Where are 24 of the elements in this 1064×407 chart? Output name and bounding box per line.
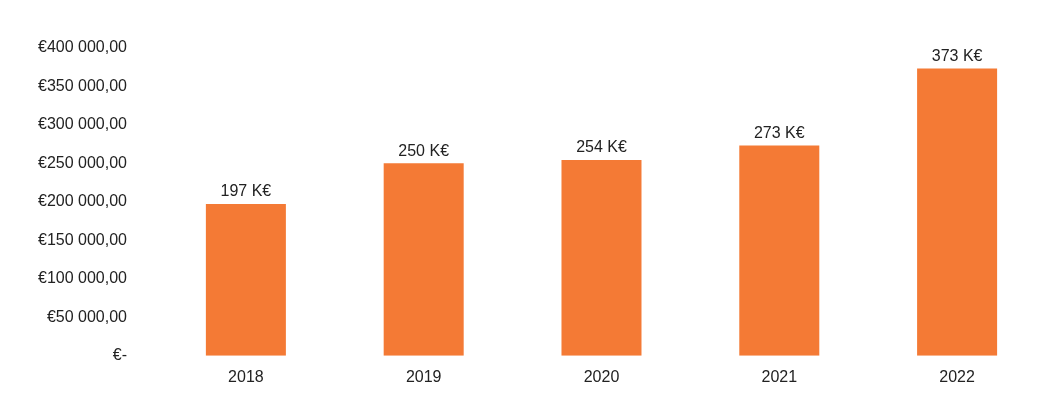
x-tick-label: 2019 [405,367,442,385]
y-tick-label: €350 000,00 [37,76,128,94]
data-label: 254 K€ [576,138,627,156]
x-tick-label: 2020 [583,367,620,385]
bar [205,204,286,356]
bar [739,145,820,356]
x-tick-label: 2018 [228,367,264,385]
y-tick-label: €- [112,346,127,364]
data-label: 273 K€ [753,123,805,141]
data-label: 197 K€ [220,182,272,200]
x-tick-label: 2021 [761,367,798,385]
y-tick-label: €300 000,00 [37,115,128,133]
y-tick-label: €250 000,00 [37,153,128,171]
y-tick-label: €50 000,00 [46,307,128,325]
bar [561,160,642,356]
bar [917,68,998,356]
data-label: 373 K€ [931,46,983,64]
x-tick-label: 2022 [939,367,975,385]
y-tick-label: €150 000,00 [37,230,128,248]
data-label: 250 K€ [398,141,450,159]
y-tick-label: €400 000,00 [37,38,128,56]
y-tick-label: €200 000,00 [37,192,128,210]
y-tick-label: €100 000,00 [37,269,128,287]
bar [383,163,464,356]
